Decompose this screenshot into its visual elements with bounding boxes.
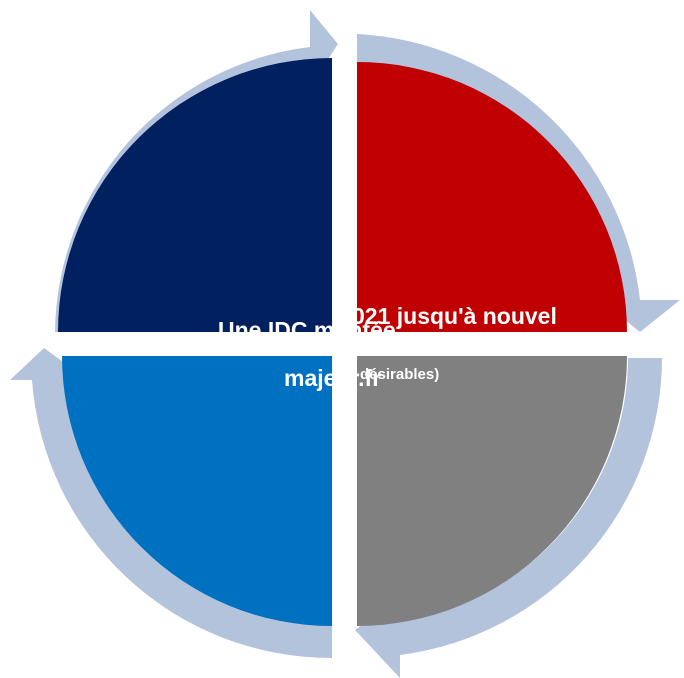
label-idc: Une IDC montée xyxy=(218,317,396,343)
sector-top-right xyxy=(357,62,627,332)
sector-top-left xyxy=(58,58,332,332)
label-jusqua: 021 jusqu'à nouvel xyxy=(352,303,557,329)
label-majeur: majeur.fr xyxy=(284,365,382,391)
ring-arrow-bottom-right xyxy=(355,358,662,678)
sector-bottom-left xyxy=(62,356,332,626)
label-desirables: désirables) xyxy=(360,366,440,383)
ring-arrow-top-right xyxy=(357,34,680,332)
sector-bottom-right xyxy=(357,356,627,626)
ring-arrow-bottom-left xyxy=(10,348,332,659)
